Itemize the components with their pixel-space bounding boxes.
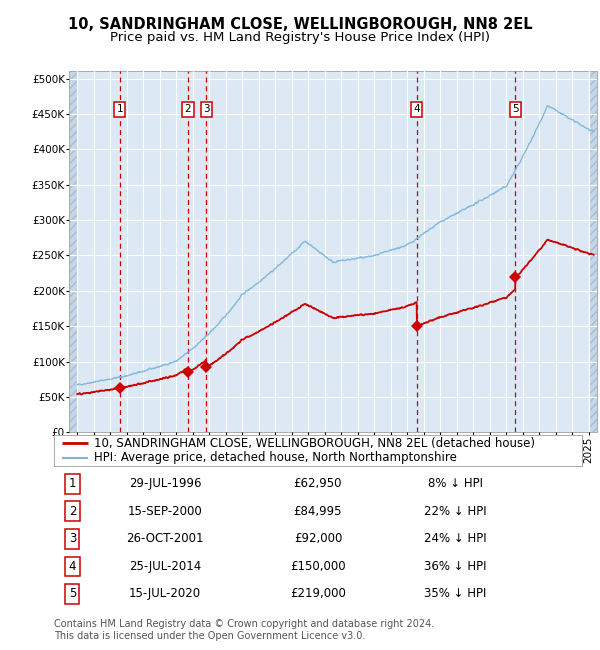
Text: 24% ↓ HPI: 24% ↓ HPI [424,532,487,545]
Text: 29-JUL-1996: 29-JUL-1996 [128,477,201,490]
Text: £219,000: £219,000 [290,588,346,601]
Text: 2: 2 [69,505,76,518]
Bar [589,72,597,432]
Text: £92,000: £92,000 [294,532,342,545]
Text: This data is licensed under the Open Government Licence v3.0.: This data is licensed under the Open Gov… [54,630,365,641]
Text: 15-JUL-2020: 15-JUL-2020 [129,588,201,601]
Text: 3: 3 [203,105,209,114]
Text: 25-JUL-2014: 25-JUL-2014 [129,560,201,573]
Text: 10, SANDRINGHAM CLOSE, WELLINGBOROUGH, NN8 2EL (detached house): 10, SANDRINGHAM CLOSE, WELLINGBOROUGH, N… [94,437,535,450]
Text: 35% ↓ HPI: 35% ↓ HPI [424,588,487,601]
Text: 5: 5 [69,588,76,601]
Text: 15-SEP-2000: 15-SEP-2000 [128,505,202,518]
Text: HPI: Average price, detached house, North Northamptonshire: HPI: Average price, detached house, Nort… [94,451,457,464]
Text: 1: 1 [116,105,123,114]
Bar [69,72,77,432]
Text: 5: 5 [512,105,518,114]
Text: 2: 2 [185,105,191,114]
Text: 3: 3 [69,532,76,545]
Text: 10, SANDRINGHAM CLOSE, WELLINGBOROUGH, NN8 2EL: 10, SANDRINGHAM CLOSE, WELLINGBOROUGH, N… [68,16,532,32]
Text: £84,995: £84,995 [294,505,342,518]
Text: 4: 4 [69,560,76,573]
Text: 4: 4 [413,105,420,114]
Text: 26-OCT-2001: 26-OCT-2001 [126,532,203,545]
Text: 1: 1 [69,477,76,490]
Text: 22% ↓ HPI: 22% ↓ HPI [424,505,487,518]
Text: 36% ↓ HPI: 36% ↓ HPI [424,560,487,573]
Text: Contains HM Land Registry data © Crown copyright and database right 2024.: Contains HM Land Registry data © Crown c… [54,619,434,629]
Text: Price paid vs. HM Land Registry's House Price Index (HPI): Price paid vs. HM Land Registry's House … [110,31,490,44]
Text: 8% ↓ HPI: 8% ↓ HPI [428,477,483,490]
Text: £62,950: £62,950 [294,477,342,490]
Text: £150,000: £150,000 [290,560,346,573]
